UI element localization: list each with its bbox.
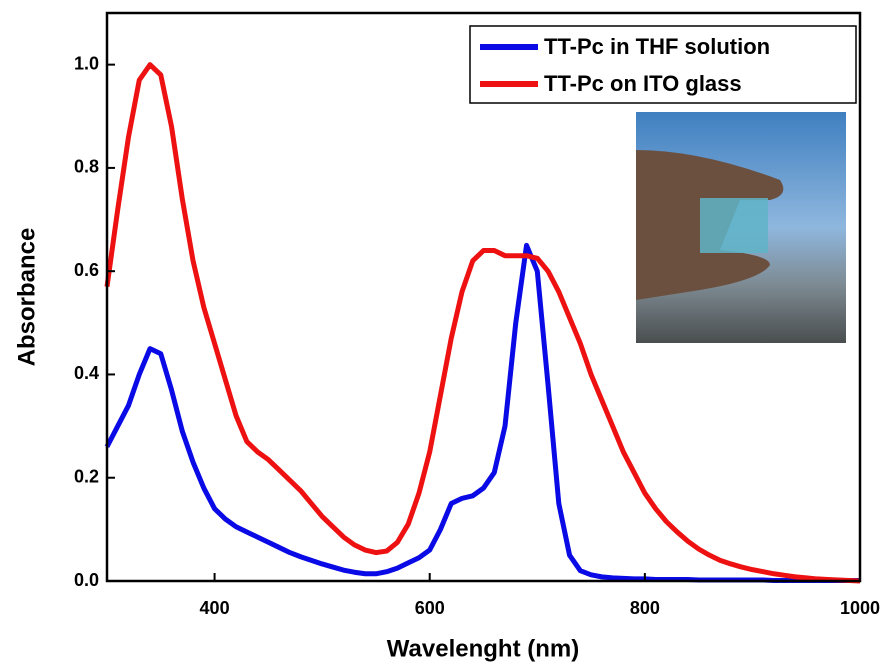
legend-label: TT-Pc on ITO glass [544,71,742,96]
y-tick-label: 0.2 [74,466,99,486]
data-line [104,62,861,584]
x-tick-label: 1000 [840,598,880,618]
legend-label: TT-Pc in THF solution [544,34,770,59]
y-tick-label: 0.6 [74,260,99,280]
y-tick-label: 1.0 [74,53,99,73]
legend: TT-Pc in THF solution TT-Pc on ITO glass [469,25,857,104]
legend-box [469,25,857,104]
x-axis-label: Wavelenght (nm) [387,635,579,662]
x-tick-label: 400 [200,598,230,618]
axes-frame [105,11,862,583]
y-tick-label: 0.4 [74,363,99,383]
y-tick-label: 0.0 [74,570,99,590]
y-tick-label: 0.8 [74,157,99,177]
x-tick-label: 600 [415,598,445,618]
x-tick-label: 800 [630,598,660,618]
inset-photo [636,112,846,343]
y-axis-label: Absorbance [13,228,40,367]
